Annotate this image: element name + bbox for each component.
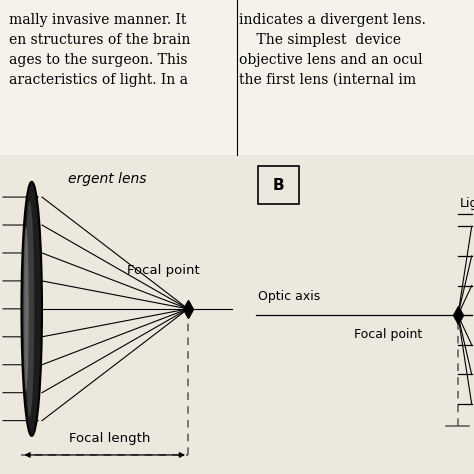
FancyBboxPatch shape <box>258 166 299 204</box>
Text: indicates a divergent lens.
    The simplest  device
objective lens and an ocul
: indicates a divergent lens. The simplest… <box>239 12 426 87</box>
Text: Optic axis: Optic axis <box>258 290 320 302</box>
Ellipse shape <box>25 201 34 417</box>
Text: Light: Light <box>460 197 474 210</box>
Ellipse shape <box>21 182 42 436</box>
Text: Focal point: Focal point <box>355 328 423 341</box>
Text: Focal point: Focal point <box>127 264 200 277</box>
FancyBboxPatch shape <box>237 147 474 474</box>
Text: mally invasive manner. It
en structures of the brain
ages to the surgeon. This
a: mally invasive manner. It en structures … <box>9 12 191 87</box>
Text: B: B <box>273 177 284 192</box>
FancyBboxPatch shape <box>0 147 249 474</box>
Ellipse shape <box>24 226 28 392</box>
Text: Focal length: Focal length <box>69 432 151 446</box>
Text: ergent lens: ergent lens <box>68 173 147 186</box>
